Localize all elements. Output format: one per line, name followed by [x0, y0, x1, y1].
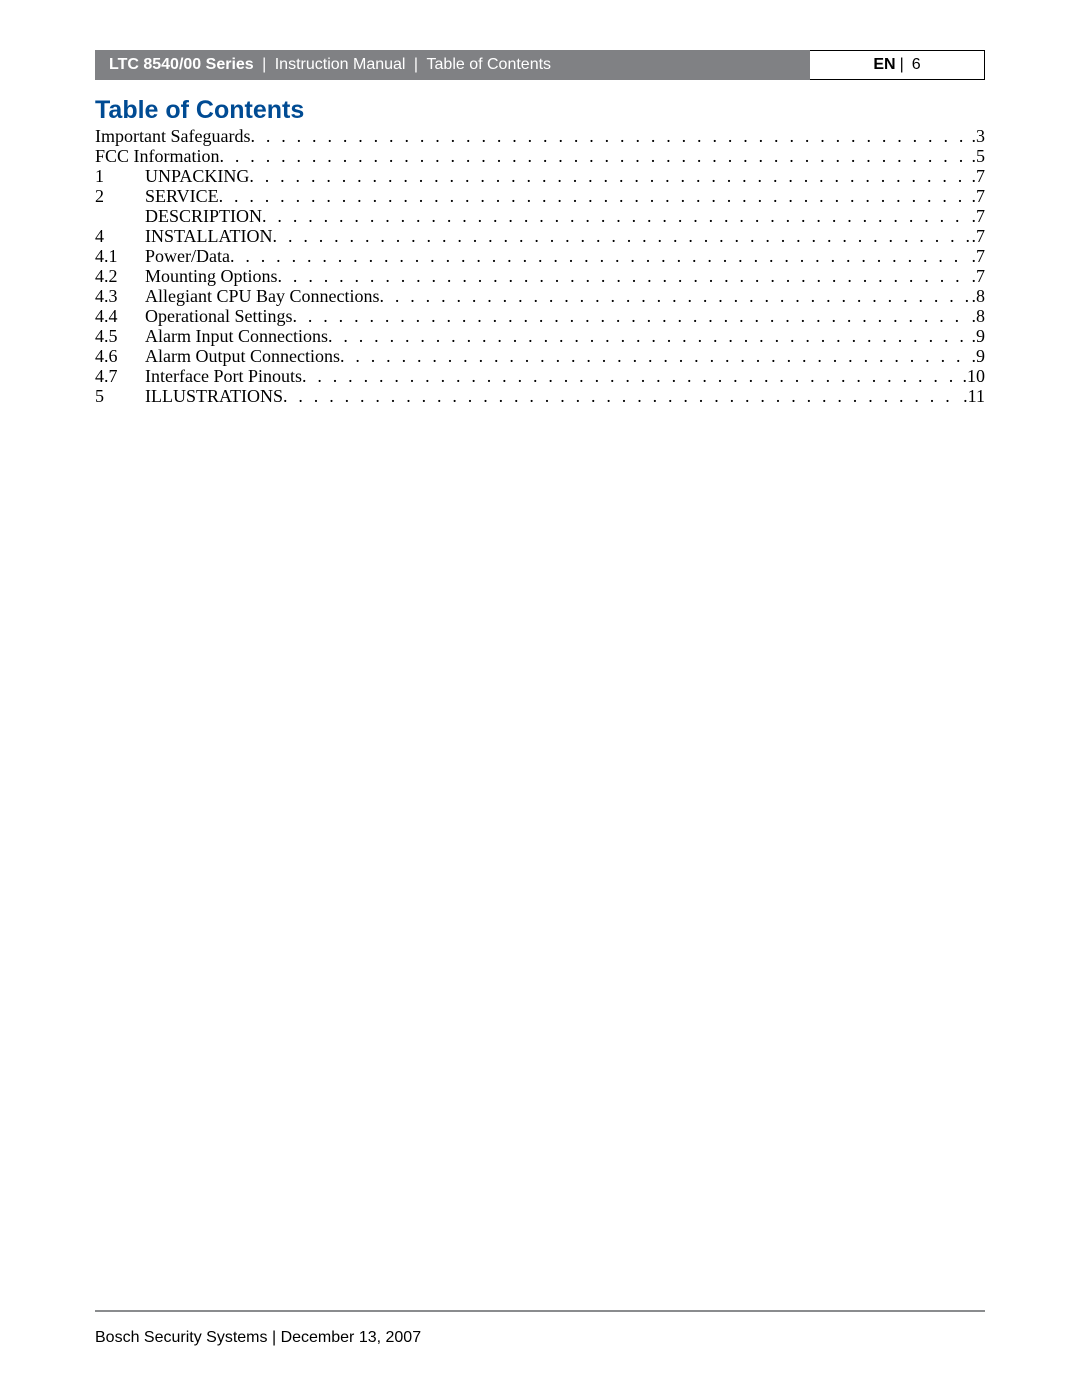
toc-entry: 4.6Alarm Output Connections .9 [95, 347, 985, 365]
toc-entry: 4.2Mounting Options .7 [95, 267, 985, 285]
toc-entry-label: UNPACKING [145, 167, 249, 185]
table-of-contents: Important Safeguards .3 FCC Information .5 1… [95, 127, 985, 405]
toc-entry-label: Important Safeguards [95, 127, 250, 145]
footer-rule [95, 1310, 985, 1312]
toc-entry: 4INSTALLATION .7 [95, 227, 985, 245]
toc-entry-leader [220, 147, 970, 165]
toc-entry-label: INSTALLATION [145, 227, 273, 245]
toc-entry-label: Alarm Output Connections [145, 347, 340, 365]
toc-entry-number: 4.1 [95, 247, 145, 265]
toc-entry-page: .11 [961, 387, 985, 405]
toc-entry-leader [219, 187, 970, 205]
toc-entry-page: .9 [970, 347, 986, 365]
toc-entry-page: .7 [970, 187, 986, 205]
toc-entry-leader [379, 287, 969, 305]
toc-entry-number: 5 [95, 387, 145, 405]
header-bar: LTC 8540/00 Series | Instruction Manual … [95, 50, 810, 80]
toc-entry-label: Interface Port Pinouts [145, 367, 302, 385]
toc-entry-label: Allegiant CPU Bay Connections [145, 287, 379, 305]
toc-entry-page: .7 [970, 227, 986, 245]
toc-entry-number: 4 [95, 227, 145, 245]
toc-entry: FCC Information .5 [95, 147, 985, 165]
toc-entry-leader [278, 267, 970, 285]
toc-entry-number: 4.2 [95, 267, 145, 285]
toc-entry-label: Mounting Options [145, 267, 278, 285]
footer-date: December 13, 2007 [281, 1329, 422, 1346]
toc-title: Table of Contents [95, 96, 985, 125]
toc-entry: 4.5Alarm Input Connections .9 [95, 327, 985, 345]
toc-entry-leader [340, 347, 970, 365]
toc-entry-number: 1 [95, 167, 145, 185]
header-page-number: 6 [912, 56, 921, 74]
toc-entry-page: .10 [961, 367, 986, 385]
toc-entry-label: Operational Settings [145, 307, 292, 325]
toc-entry: 1UNPACKING .7 [95, 167, 985, 185]
toc-entry: 5ILLUSTRATIONS .11 [95, 387, 985, 405]
toc-entry-leader [249, 167, 969, 185]
toc-entry-leader [262, 207, 969, 225]
footer-sep: | [272, 1329, 281, 1346]
toc-entry-page: .8 [970, 287, 986, 305]
document-page: LTC 8540/00 Series | Instruction Manual … [0, 0, 1080, 1397]
toc-entry-number: 4.6 [95, 347, 145, 365]
footer-text: Bosch Security Systems | December 13, 20… [95, 1329, 421, 1347]
toc-entry-label: ILLUSTRATIONS [145, 387, 283, 405]
toc-entry: 4.4Operational Settings .8 [95, 307, 985, 325]
toc-entry-page: .3 [970, 127, 986, 145]
header-sep-1: | [258, 56, 271, 74]
toc-entry-label: Alarm Input Connections [145, 327, 328, 345]
header-section: Table of Contents [427, 56, 552, 74]
toc-entry-page: .8 [970, 307, 986, 325]
toc-entry-page: .7 [970, 247, 986, 265]
header-sep-2: | [409, 56, 422, 74]
toc-entry-page: .5 [970, 147, 986, 165]
toc-entry: 4.3Allegiant CPU Bay Connections .8 [95, 287, 985, 305]
toc-entry-leader [302, 367, 961, 385]
toc-entry-leader [250, 127, 969, 145]
toc-entry-label: SERVICE [145, 187, 219, 205]
toc-entry: DESCRIPTION .7 [95, 207, 985, 225]
toc-entry-number: 4.5 [95, 327, 145, 345]
toc-entry: Important Safeguards .3 [95, 127, 985, 145]
toc-entry-number: 4.7 [95, 367, 145, 385]
header-series: LTC 8540/00 Series [109, 56, 254, 74]
toc-entry-page: .7 [970, 267, 986, 285]
header-manual: Instruction Manual [275, 56, 406, 74]
toc-entry-number: 4.4 [95, 307, 145, 325]
toc-entry-page: .9 [970, 327, 986, 345]
toc-entry: 4.7Interface Port Pinouts .10 [95, 367, 985, 385]
toc-entry: 2SERVICE .7 [95, 187, 985, 205]
toc-entry-leader [230, 247, 970, 265]
toc-entry-number: 2 [95, 187, 145, 205]
toc-entry-leader [328, 327, 970, 345]
toc-entry-number: 4.3 [95, 287, 145, 305]
header-sep-3: | [900, 56, 904, 74]
toc-entry: 4.1Power/Data .7 [95, 247, 985, 265]
header-lang: EN [873, 56, 895, 74]
toc-entry-leader [283, 387, 961, 405]
toc-entry-label: DESCRIPTION [145, 207, 262, 225]
toc-entry-page: .7 [970, 207, 986, 225]
page-header: LTC 8540/00 Series | Instruction Manual … [95, 50, 985, 80]
toc-entry-leader [273, 227, 970, 245]
footer-company: Bosch Security Systems [95, 1329, 268, 1346]
toc-entry-label: FCC Information [95, 147, 220, 165]
toc-entry-page: .7 [970, 167, 986, 185]
toc-entry-label: Power/Data [145, 247, 230, 265]
toc-entry-leader [292, 307, 969, 325]
header-page-box: EN | 6 [810, 50, 985, 80]
